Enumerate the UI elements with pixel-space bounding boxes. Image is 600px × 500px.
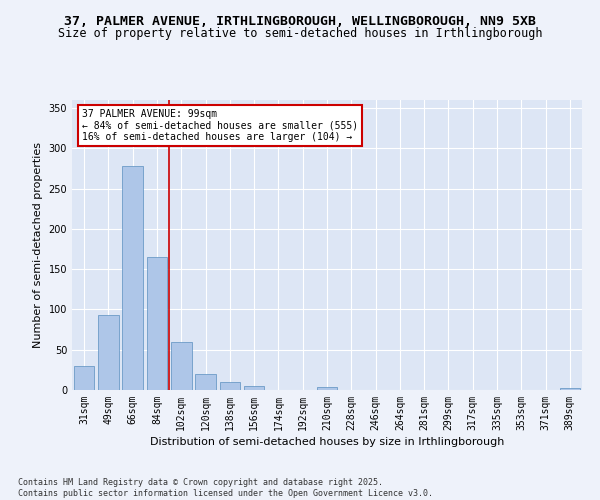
Bar [560,388,580,390]
Text: 37 PALMER AVENUE: 99sqm
← 84% of semi-detached houses are smaller (555)
16% of s: 37 PALMER AVENUE: 99sqm ← 84% of semi-de… [82,108,358,142]
Bar [317,387,337,390]
Text: Contains HM Land Registry data © Crown copyright and database right 2025.
Contai: Contains HM Land Registry data © Crown c… [18,478,433,498]
Bar [244,386,265,390]
Bar [195,374,216,390]
Bar [122,166,143,390]
Bar [146,257,167,390]
Bar [98,315,119,390]
Bar [171,342,191,390]
X-axis label: Distribution of semi-detached houses by size in Irthlingborough: Distribution of semi-detached houses by … [150,437,504,447]
Text: 37, PALMER AVENUE, IRTHLINGBOROUGH, WELLINGBOROUGH, NN9 5XB: 37, PALMER AVENUE, IRTHLINGBOROUGH, WELL… [64,15,536,28]
Text: Size of property relative to semi-detached houses in Irthlingborough: Size of property relative to semi-detach… [58,28,542,40]
Bar [74,366,94,390]
Y-axis label: Number of semi-detached properties: Number of semi-detached properties [33,142,43,348]
Bar [220,382,240,390]
